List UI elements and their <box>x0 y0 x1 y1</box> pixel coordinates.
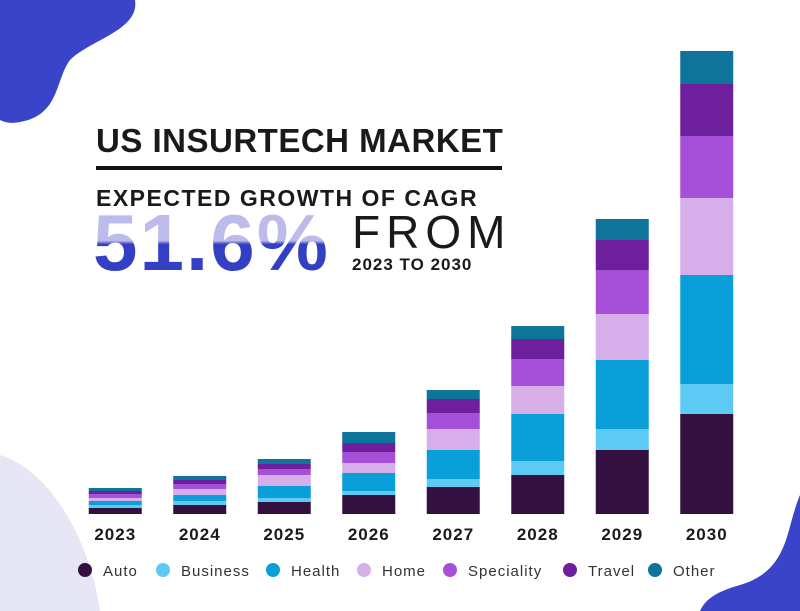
bar-segment <box>342 473 396 491</box>
bar-segment <box>426 429 480 450</box>
x-tick-label: 2028 <box>517 525 559 544</box>
bar-segment <box>257 502 311 514</box>
bar-segment <box>680 51 734 84</box>
period: 2023 TO 2030 <box>352 255 472 274</box>
bar-segment <box>511 461 565 475</box>
bar-segment <box>426 487 480 514</box>
legend-swatch <box>443 563 457 577</box>
legend-label: Business <box>181 563 250 580</box>
bar-segment <box>595 240 649 270</box>
title-rule <box>96 166 502 170</box>
legend-label: Other <box>673 563 716 580</box>
title: US INSURTECH MARKET <box>96 122 503 159</box>
legend-swatch <box>156 563 170 577</box>
blob-top-left <box>0 0 136 123</box>
legend-swatch <box>78 563 92 577</box>
bar-segment <box>88 508 142 514</box>
bar-segment <box>511 414 565 461</box>
bar-segment <box>173 484 227 489</box>
bar-segment <box>173 489 227 495</box>
chart: 2023 2024 2025 2026 2027 2028 2029 2030 Auto Busi… <box>78 51 734 580</box>
legend-swatch <box>563 563 577 577</box>
legend-swatch <box>357 563 371 577</box>
bar-segment <box>511 326 565 339</box>
bar-segment <box>88 505 142 508</box>
bar-segment <box>257 486 311 498</box>
bar-segment <box>595 450 649 514</box>
bar-segment <box>173 495 227 501</box>
growth-rate: 51.6% <box>93 198 330 287</box>
x-tick-label: 2026 <box>348 525 390 544</box>
bar-segment <box>595 429 649 450</box>
bar-segment <box>426 479 480 487</box>
bar-segment <box>426 413 480 429</box>
bar-segment <box>595 360 649 429</box>
x-tick-label: 2029 <box>601 525 643 544</box>
bar-segment <box>342 491 396 495</box>
bar-segment <box>511 475 565 514</box>
legend-label: Auto <box>103 563 138 580</box>
x-tick-label: 2025 <box>263 525 305 544</box>
x-tick-label: 2023 <box>94 525 136 544</box>
legend-swatch <box>266 563 280 577</box>
bar-segment <box>173 505 227 514</box>
bar-segment <box>173 476 227 480</box>
subtitle: EXPECTED GROWTH OF CAGR <box>96 185 478 211</box>
bar-segment <box>680 198 734 275</box>
x-tick-label: 2024 <box>179 525 221 544</box>
bar-segment <box>257 459 311 464</box>
bar-segment <box>680 384 734 414</box>
bar-segment <box>257 475 311 486</box>
bar-segment <box>680 275 734 384</box>
bar-segment <box>257 464 311 469</box>
bar-segment <box>173 480 227 484</box>
bar-segment <box>595 270 649 314</box>
bar-segment <box>342 432 396 443</box>
bar-segment <box>426 399 480 413</box>
bar-segment <box>680 136 734 198</box>
bar-segment <box>342 463 396 473</box>
bar-segment <box>88 498 142 501</box>
bar-segment <box>511 359 565 386</box>
bar-segment <box>342 452 396 463</box>
blob-bottom-right <box>700 495 800 611</box>
legend-swatch <box>648 563 662 577</box>
bar-segment <box>88 491 142 494</box>
bar-segment <box>257 469 311 475</box>
legend-label: Home <box>382 563 426 580</box>
bar-segment <box>426 390 480 399</box>
bar-segment <box>511 339 565 359</box>
bar-segment <box>88 501 142 505</box>
blob-bottom-left <box>0 455 100 611</box>
bar-segment <box>680 414 734 514</box>
bar-segment <box>426 450 480 479</box>
legend-label: Speciality <box>468 563 542 580</box>
bar-segment <box>88 488 142 491</box>
bar-segment <box>88 494 142 498</box>
bar-segment <box>595 219 649 240</box>
legend-label: Health <box>291 563 340 580</box>
bar-segment <box>511 386 565 414</box>
legend-label: Travel <box>588 563 635 580</box>
bar-segment <box>595 314 649 360</box>
from-label: FROM <box>352 206 511 258</box>
x-tick-label: 2030 <box>686 525 728 544</box>
bar-segment <box>173 501 227 505</box>
x-tick-label: 2027 <box>432 525 474 544</box>
bar-segment <box>680 84 734 136</box>
bar-segment <box>342 495 396 514</box>
bar-segment <box>257 498 311 502</box>
bar-segment <box>342 443 396 452</box>
